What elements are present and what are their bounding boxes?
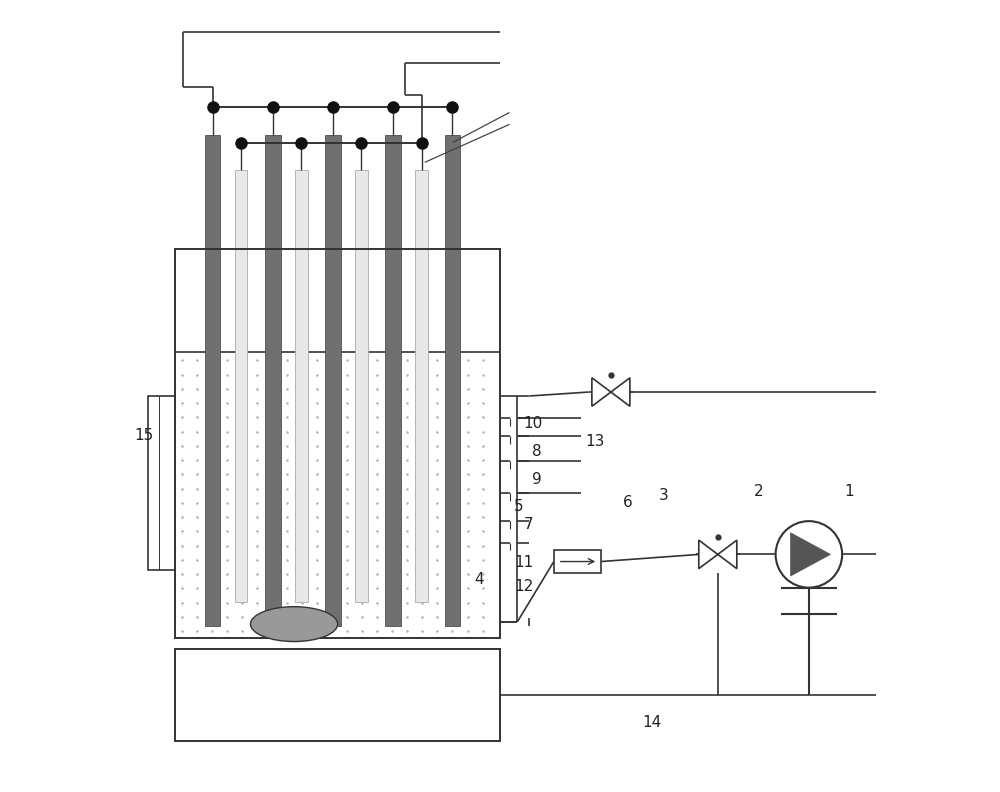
Polygon shape <box>611 378 630 406</box>
Text: 3: 3 <box>658 488 668 502</box>
Text: 6: 6 <box>623 496 633 510</box>
Bar <box>265 135 281 626</box>
Bar <box>148 396 175 570</box>
Bar <box>175 649 500 741</box>
Text: 13: 13 <box>586 434 605 448</box>
Bar <box>235 170 247 602</box>
Bar <box>355 170 368 602</box>
Bar <box>175 249 500 638</box>
Text: 12: 12 <box>514 579 534 593</box>
Bar <box>554 550 601 573</box>
Ellipse shape <box>251 607 338 642</box>
Polygon shape <box>592 378 611 406</box>
Polygon shape <box>699 540 718 569</box>
Bar <box>445 135 460 626</box>
Text: 9: 9 <box>532 472 541 486</box>
Bar <box>295 170 308 602</box>
Bar <box>385 135 401 626</box>
Polygon shape <box>718 540 737 569</box>
Text: 10: 10 <box>524 417 543 431</box>
Text: 8: 8 <box>532 444 541 459</box>
Text: 5: 5 <box>514 500 524 514</box>
Circle shape <box>776 521 842 588</box>
Polygon shape <box>791 533 831 576</box>
Text: 14: 14 <box>643 715 662 729</box>
Text: 11: 11 <box>514 555 534 569</box>
Text: 1: 1 <box>845 484 854 498</box>
Bar <box>415 170 428 602</box>
Text: 2: 2 <box>753 484 763 498</box>
Bar <box>205 135 220 626</box>
Text: 4: 4 <box>474 573 483 587</box>
Bar <box>325 135 341 626</box>
Text: 15: 15 <box>134 428 153 443</box>
Text: 7: 7 <box>524 517 533 531</box>
